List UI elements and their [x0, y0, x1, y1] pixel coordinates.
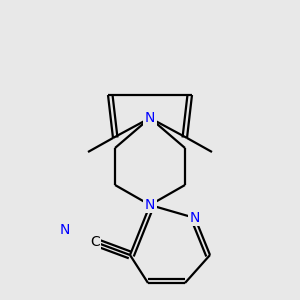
Text: N: N: [190, 211, 200, 225]
Text: N: N: [60, 223, 70, 237]
Text: N: N: [145, 111, 155, 125]
Text: C: C: [90, 235, 100, 249]
Text: N: N: [145, 198, 155, 212]
